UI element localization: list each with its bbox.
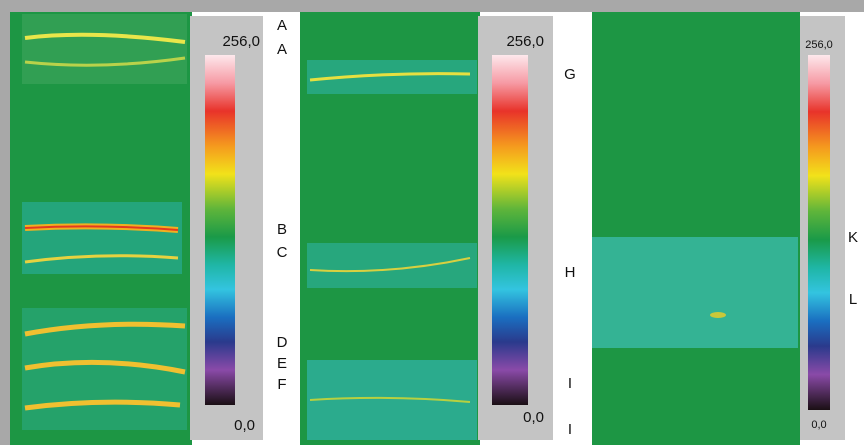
colorbar xyxy=(808,55,830,410)
panel-3: 256,0 0,0 K L xyxy=(592,12,858,445)
streak xyxy=(24,225,179,231)
letter: B xyxy=(277,221,287,238)
image xyxy=(592,12,800,445)
colorbar xyxy=(205,55,235,405)
colorbar-max: 256,0 xyxy=(805,39,833,51)
letter: G xyxy=(564,66,576,83)
letter: E xyxy=(277,355,287,372)
colorbar-max: 256,0 xyxy=(222,33,260,50)
panel-1: 256,0 0,0 A A B C D E F xyxy=(10,12,288,445)
colorbar-min: 0,0 xyxy=(234,417,255,434)
letter: A xyxy=(277,17,287,34)
streak xyxy=(24,399,181,411)
letter: L xyxy=(849,291,857,308)
colorbar-min: 0,0 xyxy=(811,419,826,431)
letter: I xyxy=(568,375,572,392)
streak xyxy=(24,32,186,44)
colorbar xyxy=(492,55,528,405)
noise-band xyxy=(22,202,182,274)
letter: K xyxy=(848,229,858,246)
letter: H xyxy=(565,264,576,281)
streak xyxy=(309,257,471,273)
streak xyxy=(309,396,471,403)
panel-2: 256,0 0,0 G H I I xyxy=(300,12,576,445)
streak xyxy=(24,254,179,264)
letter: C xyxy=(277,244,288,261)
noise-band xyxy=(592,237,798,348)
spot xyxy=(710,312,726,318)
streak xyxy=(24,359,186,375)
streak xyxy=(24,321,186,337)
colorbar-max: 256,0 xyxy=(506,33,544,50)
colorbar-min: 0,0 xyxy=(523,409,544,426)
noise-band xyxy=(22,14,187,84)
letter: I xyxy=(568,421,572,438)
noise-band xyxy=(307,243,477,288)
letter: F xyxy=(277,376,286,393)
letter: D xyxy=(277,334,288,351)
streak xyxy=(24,56,186,67)
letter: A xyxy=(277,41,287,58)
left-frame xyxy=(0,0,10,445)
streak xyxy=(309,72,471,82)
top-frame xyxy=(0,0,864,12)
